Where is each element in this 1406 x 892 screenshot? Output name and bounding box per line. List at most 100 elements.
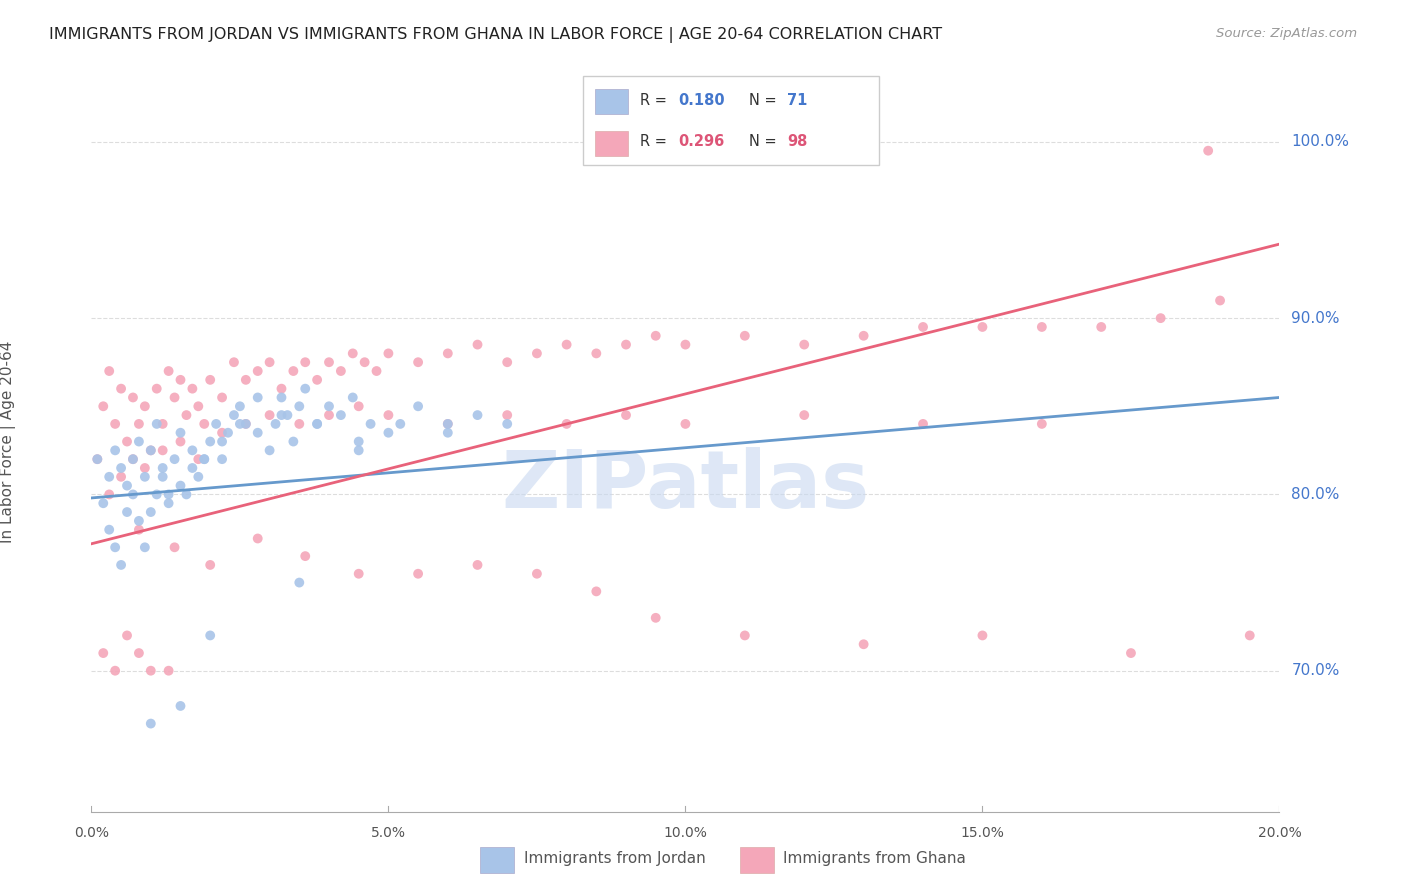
Point — [347, 443, 370, 458]
Point — [283, 434, 305, 449]
Text: 98: 98 — [787, 135, 807, 149]
Point — [211, 434, 233, 449]
Point — [347, 434, 370, 449]
Point — [1119, 646, 1142, 660]
Point — [673, 337, 696, 351]
Text: R =: R = — [640, 135, 671, 149]
Point — [128, 417, 150, 431]
Point — [793, 337, 815, 351]
Point — [122, 487, 145, 501]
Point — [342, 346, 364, 360]
Point — [110, 382, 132, 396]
Point — [347, 566, 370, 581]
Point — [673, 417, 696, 431]
Text: Immigrants from Ghana: Immigrants from Ghana — [783, 851, 966, 866]
Point — [555, 337, 578, 351]
Point — [115, 505, 138, 519]
Point — [110, 470, 132, 484]
Text: R =: R = — [640, 94, 671, 108]
Point — [115, 434, 138, 449]
Point — [229, 417, 252, 431]
Point — [145, 382, 167, 396]
Point — [436, 417, 458, 431]
Point — [259, 408, 281, 422]
Point — [211, 425, 233, 440]
Point — [644, 611, 666, 625]
Point — [1031, 320, 1053, 334]
Text: Immigrants from Jordan: Immigrants from Jordan — [523, 851, 706, 866]
Point — [246, 425, 269, 440]
Point — [104, 664, 127, 678]
Point — [342, 391, 364, 405]
Point — [139, 443, 162, 458]
Point — [169, 698, 191, 713]
Point — [128, 434, 150, 449]
Point — [555, 417, 578, 431]
Point — [467, 558, 489, 572]
Point — [139, 505, 162, 519]
Point — [181, 382, 204, 396]
Point — [972, 628, 994, 642]
Point — [152, 461, 174, 475]
Point — [288, 575, 311, 590]
Point — [911, 320, 934, 334]
Point — [972, 320, 994, 334]
Text: 15.0%: 15.0% — [960, 826, 1004, 840]
Point — [329, 364, 352, 378]
Bar — [740, 847, 775, 872]
Point — [104, 541, 127, 555]
Point — [288, 417, 311, 431]
Point — [366, 364, 388, 378]
Point — [157, 496, 180, 510]
Point — [1197, 144, 1219, 158]
Point — [318, 355, 340, 369]
Point — [1031, 417, 1053, 431]
Point — [91, 399, 114, 413]
Point — [110, 558, 132, 572]
Point — [122, 391, 145, 405]
Point — [294, 355, 316, 369]
Point — [614, 337, 637, 351]
Point — [187, 470, 209, 484]
Point — [128, 523, 150, 537]
Point — [98, 470, 121, 484]
Point — [1239, 628, 1261, 642]
Point — [318, 399, 340, 413]
Point — [200, 558, 222, 572]
Point — [86, 452, 108, 467]
Point — [122, 452, 145, 467]
Point — [128, 514, 150, 528]
Point — [246, 391, 269, 405]
Text: N =: N = — [749, 94, 782, 108]
Point — [128, 646, 150, 660]
Point — [193, 417, 215, 431]
Text: In Labor Force | Age 20-64: In Labor Force | Age 20-64 — [0, 341, 17, 542]
Bar — [595, 131, 627, 156]
Point — [104, 443, 127, 458]
Point — [91, 646, 114, 660]
Point — [104, 417, 127, 431]
Point — [1090, 320, 1112, 334]
Point — [307, 417, 329, 431]
Point — [360, 417, 382, 431]
Point — [176, 487, 198, 501]
Point — [436, 417, 458, 431]
Text: N =: N = — [749, 135, 782, 149]
Point — [496, 355, 519, 369]
Point — [235, 373, 257, 387]
Point — [139, 443, 162, 458]
Text: 80.0%: 80.0% — [1291, 487, 1340, 502]
Text: 0.0%: 0.0% — [75, 826, 108, 840]
Point — [115, 478, 138, 492]
Point — [294, 549, 316, 563]
Point — [115, 628, 138, 642]
Point — [585, 346, 607, 360]
Point — [134, 399, 156, 413]
Point — [200, 628, 222, 642]
Point — [264, 417, 287, 431]
Point — [852, 328, 875, 343]
Point — [211, 452, 233, 467]
Point — [200, 434, 222, 449]
Point — [222, 408, 245, 422]
Point — [98, 487, 121, 501]
